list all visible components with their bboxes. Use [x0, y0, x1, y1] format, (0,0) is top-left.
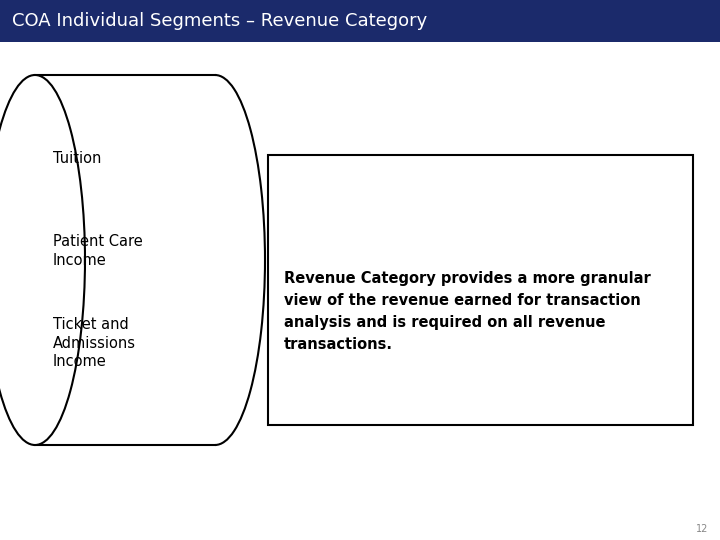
Ellipse shape	[0, 75, 85, 445]
Bar	[0, 0, 720, 42]
Bar	[268, 155, 693, 425]
Ellipse shape	[0, 75, 85, 445]
Bar	[35, 75, 215, 445]
Text: COA Individual Segments – Revenue Category: COA Individual Segments – Revenue Catego…	[12, 12, 427, 30]
Text: Revenue Category provides a more granular
view of the revenue earned for transac: Revenue Category provides a more granula…	[284, 271, 651, 353]
Text: Patient Care
Income: Patient Care Income	[53, 234, 143, 267]
Text: Tuition: Tuition	[53, 151, 102, 166]
Text: 12: 12	[696, 524, 708, 534]
Ellipse shape	[165, 75, 265, 445]
Text: Ticket and
Admissions
Income: Ticket and Admissions Income	[53, 317, 136, 369]
